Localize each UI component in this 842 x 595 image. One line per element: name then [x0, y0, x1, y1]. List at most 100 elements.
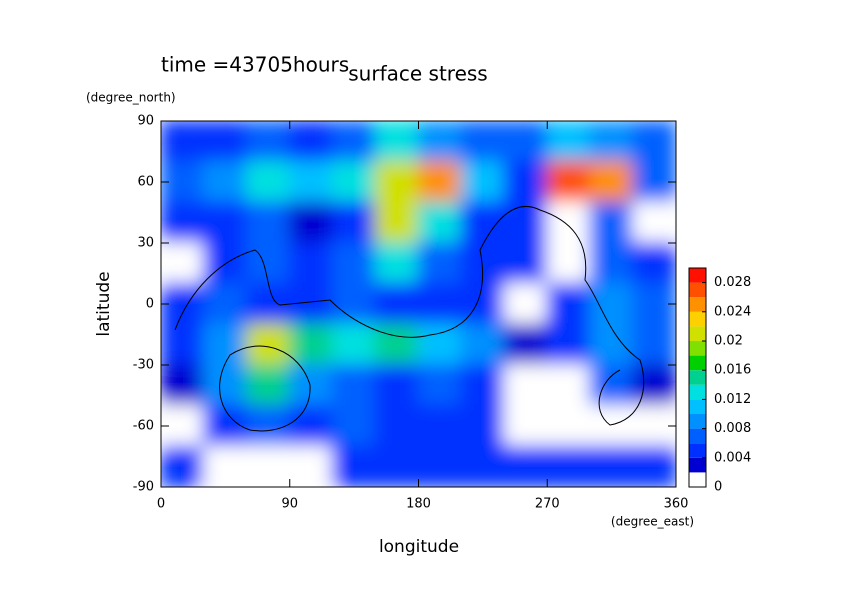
- field-cell: [417, 364, 463, 407]
- field-cell: [202, 323, 248, 366]
- field-cell: [288, 445, 334, 487]
- y-tick-label: 60: [137, 175, 154, 190]
- field-cell: [589, 160, 635, 204]
- x-label: longitude: [379, 537, 459, 557]
- field-cell: [546, 323, 592, 366]
- field-cell: [288, 121, 334, 163]
- field-cell: [245, 445, 291, 487]
- x-tick-label: 360: [664, 497, 689, 512]
- field-cell: [288, 160, 334, 204]
- field-cell: [331, 121, 377, 163]
- colorbar-segment: [689, 282, 706, 298]
- y-unit: (degree_north): [86, 91, 176, 105]
- field-cell: [632, 201, 676, 244]
- field-cell: [288, 201, 334, 244]
- x-tick-label: 270: [535, 497, 560, 512]
- field-cell: [374, 242, 420, 285]
- colorbar-segment: [689, 428, 706, 444]
- colorbar-segment: [689, 268, 706, 283]
- field-cell: [245, 242, 291, 285]
- field-cell: [202, 364, 248, 407]
- field-cell: [374, 121, 420, 163]
- field-cell: [202, 121, 248, 163]
- field-cell: [460, 364, 506, 407]
- field-cell: [589, 282, 635, 326]
- colorbar-segment: [689, 341, 706, 356]
- field-cell: [546, 121, 592, 163]
- y-tick-label: 90: [137, 114, 154, 129]
- field-cell: [632, 121, 676, 163]
- field-cell: [589, 323, 635, 366]
- field-cell: [202, 160, 248, 204]
- field-cell: [589, 364, 635, 407]
- field-cell: [288, 364, 334, 407]
- field-cell: [546, 364, 592, 407]
- field-cell: [546, 160, 592, 204]
- field-cell: [503, 242, 549, 285]
- colorbar-tick-label: 0.016: [714, 363, 751, 378]
- x-tick-label: 0: [157, 497, 165, 512]
- field-cell: [245, 160, 291, 204]
- field-cell: [632, 242, 676, 285]
- colorbar-tick-label: 0.028: [714, 275, 751, 290]
- colorbar-tick-label: 0.024: [714, 304, 751, 319]
- field-cell: [546, 242, 592, 285]
- field-cell: [460, 121, 506, 163]
- y-tick-label: -30: [133, 358, 154, 373]
- field-cell: [589, 445, 635, 487]
- field-cell: [161, 242, 205, 285]
- colorbar-segment: [689, 326, 706, 341]
- field-cell: [589, 201, 635, 244]
- coastline: [174, 205, 645, 426]
- field-cell: [245, 364, 291, 407]
- field-cell: [331, 160, 377, 204]
- field-cell: [546, 201, 592, 244]
- field-cell: [460, 282, 506, 326]
- field-cell: [202, 445, 248, 487]
- field-cell: [374, 364, 420, 407]
- field-cell: [460, 404, 506, 448]
- field-cell: [331, 282, 377, 326]
- field-cell: [417, 282, 463, 326]
- colorbar-segment: [689, 472, 706, 487]
- field-cell: [331, 445, 377, 487]
- x-tick-label: 90: [281, 497, 298, 512]
- subtitle: time =43705hours: [161, 53, 349, 77]
- x-unit: (degree_east): [611, 515, 694, 529]
- field-cell: [503, 323, 549, 366]
- field-cell: [417, 242, 463, 285]
- field-cell: [417, 160, 463, 204]
- field-cell: [546, 445, 592, 487]
- colorbar-segment: [689, 297, 706, 312]
- field-cell: [589, 404, 635, 448]
- field-cell: [245, 323, 291, 366]
- field-cell: [288, 282, 334, 326]
- field-blur: [161, 121, 676, 487]
- y-tick-label: -90: [133, 480, 154, 495]
- field-cell: [503, 121, 549, 163]
- field-cell: [331, 201, 377, 244]
- field-cell: [503, 201, 549, 244]
- colorbar-segment: [689, 370, 706, 385]
- field-cell: [503, 160, 549, 204]
- field-cell: [460, 445, 506, 487]
- field: [161, 121, 676, 487]
- field-cell: [202, 282, 248, 326]
- field-cell: [161, 323, 205, 366]
- field-cell: [374, 201, 420, 244]
- colorbar-segment: [689, 399, 706, 414]
- colorbar-tick-label: 0.02: [714, 334, 743, 349]
- field-cell: [331, 404, 377, 448]
- field-cell: [331, 364, 377, 407]
- colorbar-tick-label: 0.004: [714, 450, 751, 465]
- field-cell: [417, 201, 463, 244]
- field-cell: [245, 121, 291, 163]
- field-cell: [417, 445, 463, 487]
- field-cell: [460, 323, 506, 366]
- field-cell: [374, 445, 420, 487]
- field-cell: [632, 323, 676, 366]
- colorbar-segment: [689, 443, 706, 458]
- colorbar-segment: [689, 457, 706, 473]
- field-cell: [503, 364, 549, 407]
